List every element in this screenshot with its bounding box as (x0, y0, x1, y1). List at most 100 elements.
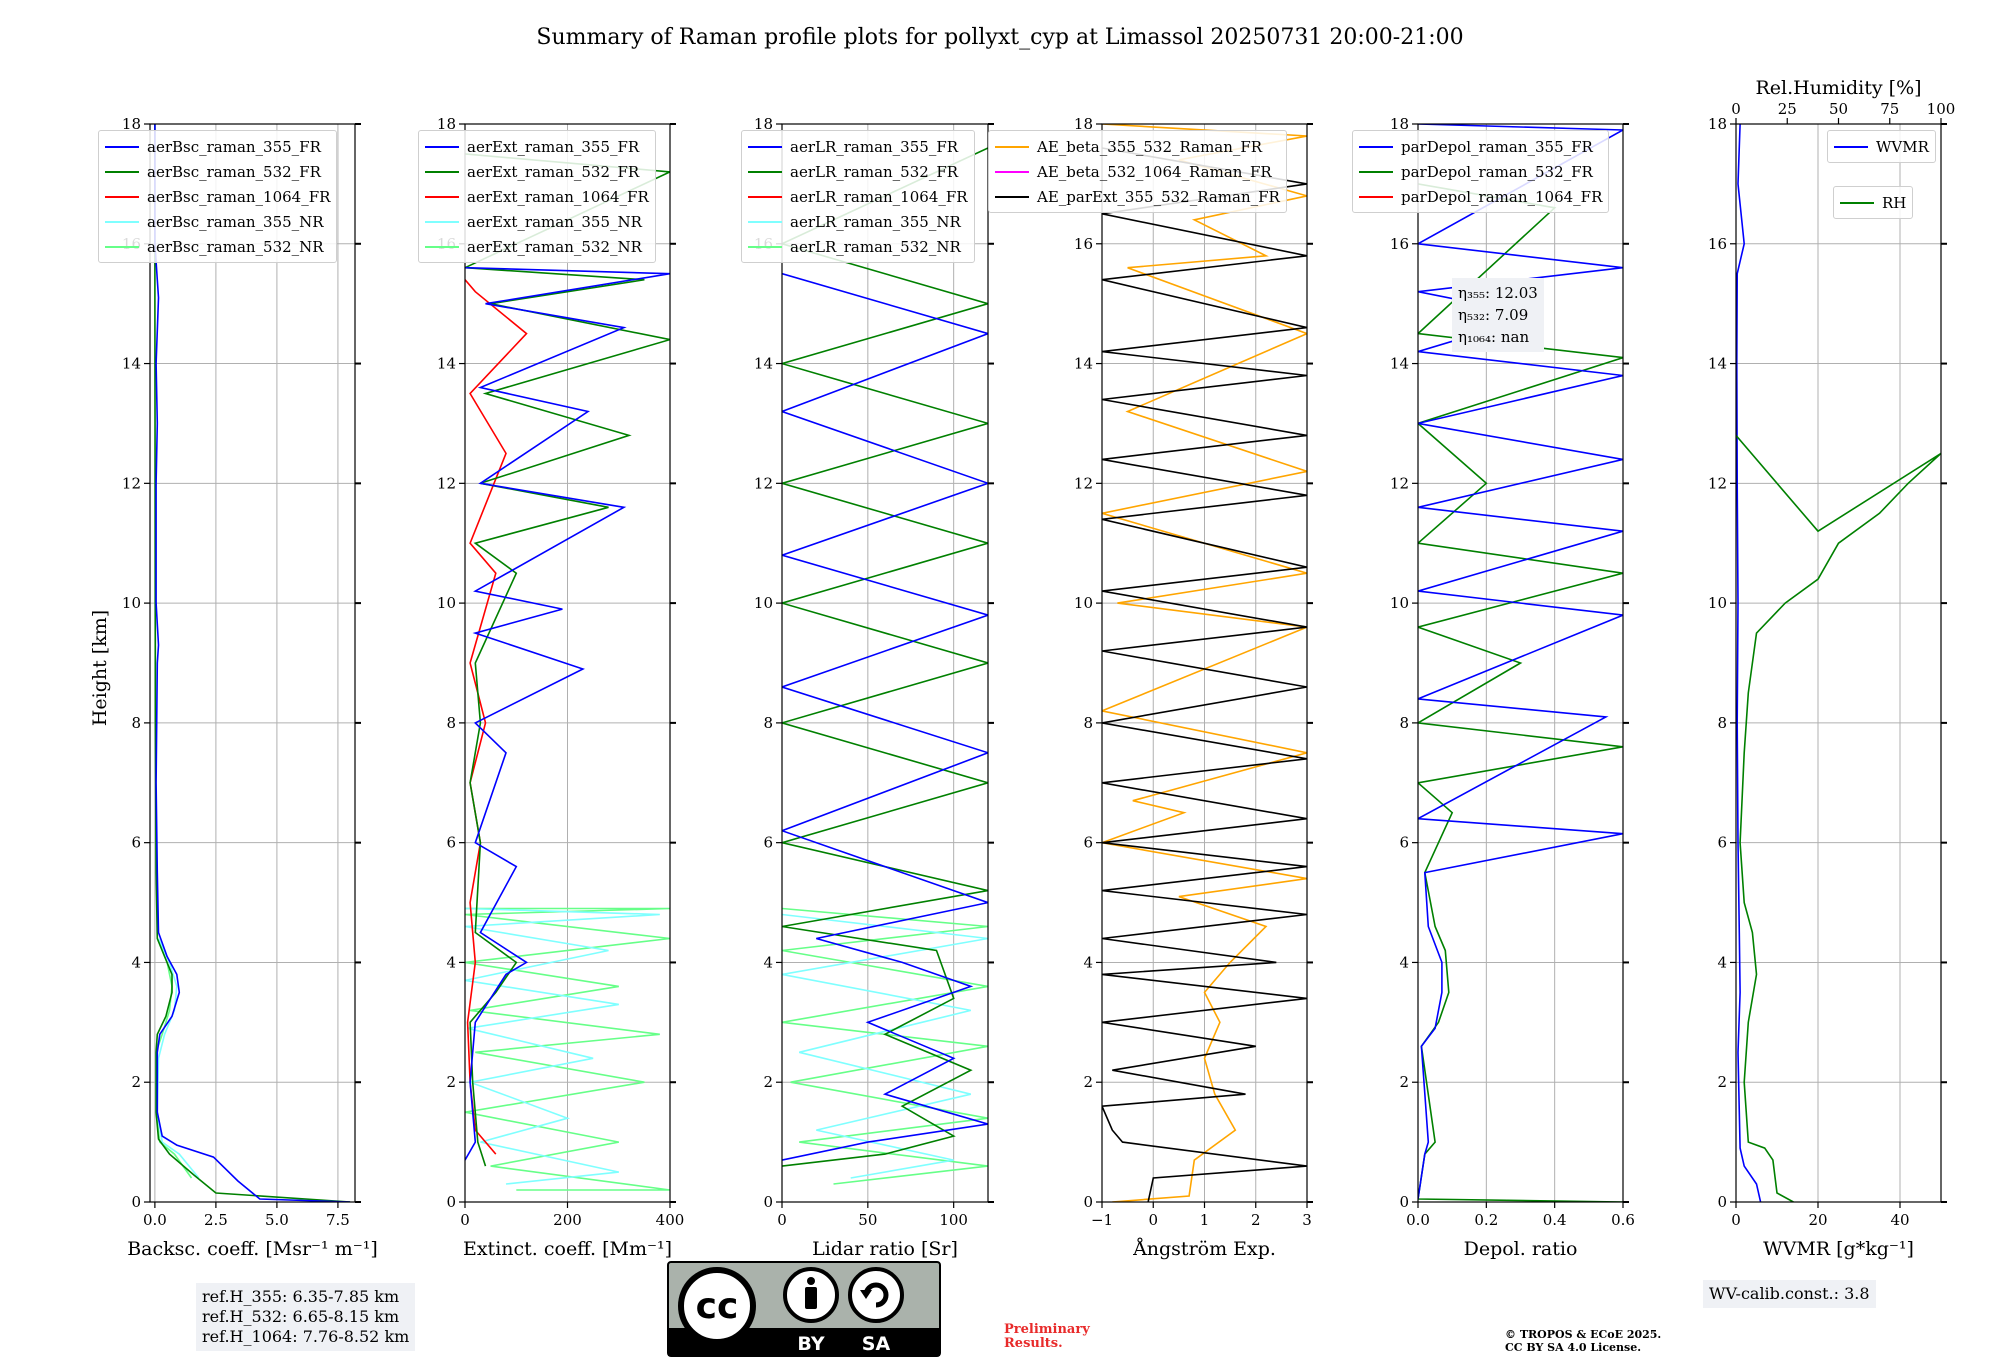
x-axis-label: Extinct. coeff. [Mm⁻¹] (463, 1238, 672, 1260)
ytick-label: 10 (1708, 594, 1727, 612)
ytick-label: 2 (446, 1073, 456, 1091)
series-parDepol_raman_532_FR (1418, 183, 1623, 1202)
ytick-label: 14 (1074, 355, 1093, 373)
legend-swatch (105, 245, 139, 248)
legend-item: parDepol_raman_355_FR (1359, 134, 1602, 159)
wv-calib-box: WV-calib.const.: 3.8 (1703, 1280, 1876, 1308)
legend-swatch (425, 245, 459, 248)
xtick-label: 2.5 (204, 1211, 228, 1229)
xtick-label: 2 (1251, 1211, 1261, 1229)
ytick-label: 2 (1717, 1073, 1727, 1091)
legend-swatch (1359, 195, 1393, 198)
series-aerExt_raman_1064_FR (465, 279, 528, 1155)
legend-item: aerBsc_raman_355_NR (105, 209, 330, 234)
ytick-label: 6 (1717, 834, 1727, 852)
legend-label: parDepol_raman_1064_FR (1401, 187, 1603, 206)
legend-label: AE_parExt_355_532_Raman_FR (1037, 187, 1280, 206)
legend-label: aerLR_raman_532_FR (790, 162, 959, 181)
xtick-label: 100 (939, 1211, 968, 1229)
sa-share-alike-icon (848, 1267, 904, 1323)
series-aerExt_raman_355_NR (465, 907, 660, 1185)
ytick-label: 16 (1390, 235, 1409, 253)
ytick-label: 18 (1074, 115, 1093, 133)
legend-swatch (105, 195, 139, 198)
ytick-label: 16 (1708, 235, 1727, 253)
legend-item: aerBsc_raman_1064_FR (105, 184, 330, 209)
ytick-label: 12 (122, 474, 141, 492)
legend-wv: WVMR (1827, 130, 1936, 163)
figure-title: Summary of Raman profile plots for polly… (536, 25, 1463, 50)
ytick-label: 14 (122, 355, 141, 373)
legend-label: aerExt_raman_1064_FR (467, 187, 649, 206)
legend-label: aerLR_raman_355_FR (790, 137, 959, 156)
legend-swatch (995, 170, 1029, 173)
series-aerBsc_raman_355_NR (156, 938, 200, 1179)
preliminary-line2: Results. (1004, 1336, 1063, 1351)
ytick-label: 0 (446, 1193, 456, 1211)
ytick-label: 6 (763, 834, 773, 852)
panel-ext: 0246810121416180200400Extinct. coeff. [M… (437, 115, 684, 1260)
top-xtick-label: 0 (1731, 100, 1741, 118)
legend-item: aerBsc_raman_532_FR (105, 159, 330, 184)
ytick-label: 14 (1708, 355, 1727, 373)
legend-swatch (425, 170, 459, 173)
legend-swatch (995, 145, 1029, 148)
xtick-label: 0 (777, 1211, 787, 1229)
legend-swatch (1359, 145, 1393, 148)
xtick-label: 0 (460, 1211, 470, 1229)
ytick-label: 16 (1074, 235, 1093, 253)
ref-h-1064: ref.H_1064: 7.76-8.52 km (202, 1327, 410, 1346)
legend-item: aerLR_raman_355_NR (748, 209, 968, 234)
ytick-label: 18 (754, 115, 773, 133)
ytick-label: 18 (1708, 115, 1727, 133)
legend-swatch (105, 170, 139, 173)
legend-item: parDepol_raman_532_FR (1359, 159, 1602, 184)
xtick-label: 200 (553, 1211, 582, 1229)
ytick-label: 4 (763, 953, 773, 971)
ytick-label: 6 (1399, 834, 1409, 852)
legend-item: AE_beta_532_1064_Raman_FR (995, 159, 1280, 184)
legend-item: aerLR_raman_1064_FR (748, 184, 968, 209)
ytick-label: 6 (131, 834, 141, 852)
legend-swatch (748, 245, 782, 248)
legend-swatch (995, 195, 1029, 198)
series-aerExt_raman_355_FR (465, 266, 670, 1161)
legend-swatch (425, 220, 459, 223)
legend-label: parDepol_raman_355_FR (1401, 137, 1593, 156)
series-aerBsc_raman_355_FR (154, 124, 351, 1202)
legend-lr: aerLR_raman_355_FR aerLR_raman_532_FR aerL… (741, 130, 975, 263)
eta-355: η₃₅₅: 12.03 (1458, 284, 1538, 302)
series-group (1736, 124, 1941, 1202)
ref-h-355: ref.H_355: 6.35-7.85 km (202, 1287, 400, 1306)
series-aerLR_raman_532_FR (782, 147, 988, 1167)
ytick-label: 6 (1083, 834, 1093, 852)
top-axis-label: Rel.Humidity [%] (1755, 77, 1921, 99)
series-aerLR_raman_355_NR (782, 913, 988, 1179)
legend-swatch (748, 220, 782, 223)
series-aerLR_raman_355_FR (782, 272, 988, 1161)
legend-depol: parDepol_raman_355_FR parDepol_raman_532_… (1352, 130, 1610, 213)
eta-box: η₃₅₅: 12.03 η₅₃₂: 7.09 η₁₀₆₄: nan (1452, 278, 1544, 352)
ytick-label: 0 (763, 1193, 773, 1211)
eta-532: η₅₃₂: 7.09 (1458, 306, 1529, 324)
legend-label: parDepol_raman_532_FR (1401, 162, 1593, 181)
axes-frame (149, 123, 356, 1203)
legend-label: aerBsc_raman_355_NR (147, 212, 324, 231)
xtick-label: 0 (1148, 1211, 1158, 1229)
series-WVMR (1736, 124, 1762, 1202)
legend-label: aerExt_raman_532_FR (467, 162, 640, 181)
ytick-label: 10 (754, 594, 773, 612)
legend-label: aerBsc_raman_355_FR (147, 137, 321, 156)
ytick-label: 8 (1717, 714, 1727, 732)
legend-label: aerBsc_raman_532_NR (147, 237, 324, 256)
ytick-label: 0 (1717, 1193, 1727, 1211)
ytick-label: 14 (1390, 355, 1409, 373)
copyright-notice: © TROPOS & ECoE 2025. CC BY SA 4.0 Licen… (1505, 1328, 1661, 1354)
xtick-label: 20 (1808, 1211, 1827, 1229)
ytick-label: 4 (1399, 953, 1409, 971)
x-axis-label: WVMR [g*kg⁻¹] (1763, 1238, 1914, 1260)
ytick-label: 8 (1399, 714, 1409, 732)
